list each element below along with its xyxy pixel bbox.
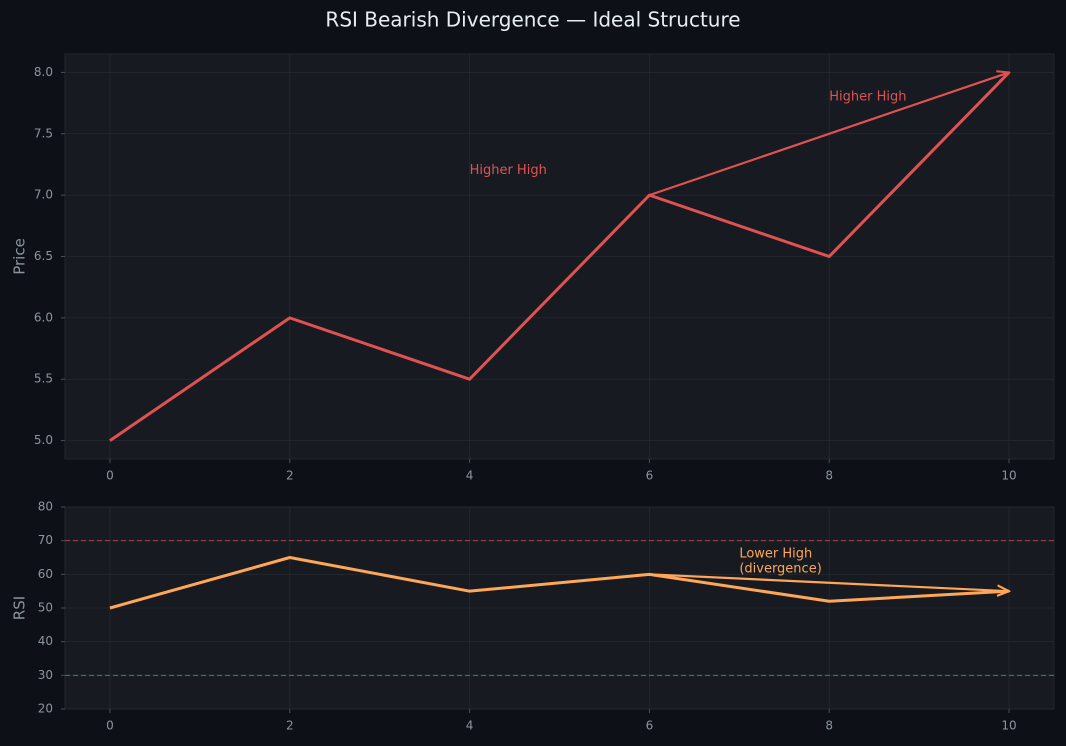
x-tick-label: 10 [1001, 719, 1016, 733]
x-tick-label: 2 [286, 469, 294, 483]
y-tick-label: 40 [38, 634, 53, 648]
y-tick-label: 80 [38, 500, 53, 514]
y-tick-label: 30 [38, 668, 53, 682]
x-tick-label: 2 [286, 719, 294, 733]
data-line [109, 556, 1010, 610]
x-tick-label: 0 [106, 719, 114, 733]
x-tick-label: 4 [466, 469, 474, 483]
y-axis-label: Price [11, 238, 29, 275]
annotation-text: Higher High [829, 89, 906, 104]
y-tick-label: 6.5 [34, 249, 53, 263]
x-tick-label: 8 [825, 719, 833, 733]
y-tick-label: 6.0 [34, 310, 53, 324]
annotation-text: Lower High [739, 547, 812, 562]
y-tick-label: 20 [38, 702, 53, 716]
y-tick-label: 5.5 [34, 372, 53, 386]
annotation-arrow [649, 72, 1009, 197]
x-tick-label: 0 [106, 469, 114, 483]
annotation-text: Higher High [470, 163, 547, 178]
x-tick-label: 6 [646, 719, 654, 733]
x-tick-label: 6 [646, 469, 654, 483]
chart-title: RSI Bearish Divergence — Ideal Structure [325, 8, 740, 32]
annotation-arrow [649, 573, 1009, 591]
data-line [109, 71, 1011, 442]
y-tick-label: 5.0 [34, 433, 53, 447]
y-axis-label: RSI [11, 596, 29, 620]
y-tick-label: 7.5 [34, 126, 53, 140]
y-tick-label: 50 [38, 601, 53, 615]
annotation-text: (divergence) [739, 562, 821, 577]
x-tick-label: 4 [466, 719, 474, 733]
x-tick-label: 8 [825, 469, 833, 483]
y-tick-label: 8.0 [34, 65, 53, 79]
y-tick-label: 7.0 [34, 188, 53, 202]
y-tick-label: 70 [38, 533, 53, 547]
x-tick-label: 10 [1001, 469, 1016, 483]
y-tick-label: 60 [38, 567, 53, 581]
